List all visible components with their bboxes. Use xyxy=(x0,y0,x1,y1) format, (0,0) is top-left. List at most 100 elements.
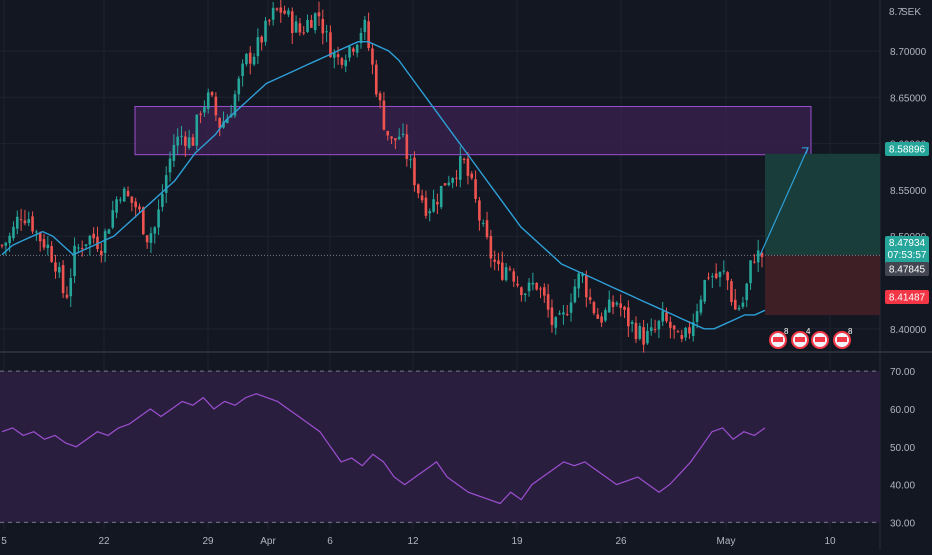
candle-body xyxy=(115,199,118,213)
candle-body xyxy=(340,58,344,65)
svg-text:8.58896: 8.58896 xyxy=(889,145,926,156)
candle-body xyxy=(676,331,680,333)
projection-arrow-line xyxy=(759,147,809,256)
candle-body xyxy=(619,303,622,308)
candle-body xyxy=(638,326,642,339)
candle-body xyxy=(573,286,577,303)
candle-body xyxy=(283,10,286,14)
candle-body xyxy=(264,20,267,42)
candle-body xyxy=(730,281,733,302)
candle-body xyxy=(665,312,668,322)
candle-body xyxy=(607,299,611,313)
event-badges: 8 4 8 xyxy=(769,327,853,349)
x-tick-label: 19 xyxy=(511,536,523,547)
candle-body xyxy=(119,199,122,201)
candle-body xyxy=(103,231,107,253)
candle-body xyxy=(382,100,386,130)
candle-body xyxy=(669,321,672,328)
candle-body xyxy=(77,247,80,249)
candle-body xyxy=(310,20,313,28)
candle-body xyxy=(38,232,42,242)
candle-body xyxy=(42,239,46,248)
rsi-tick-label: 50.00 xyxy=(890,443,915,454)
candle-body xyxy=(203,107,206,113)
y-tick-label: 8.65000 xyxy=(890,93,927,104)
candle-body xyxy=(195,114,199,146)
rsi-band xyxy=(0,371,880,523)
candle-body xyxy=(157,209,160,228)
candle-body xyxy=(96,236,99,249)
candle-body xyxy=(466,158,470,176)
candle-body xyxy=(508,268,512,270)
candle-body xyxy=(680,335,684,339)
last-price-tag[interactable]: 8.47934 07:53:57 xyxy=(885,236,929,264)
candle-body xyxy=(420,195,424,201)
candle-body xyxy=(88,235,92,245)
rsi-panel xyxy=(0,370,880,523)
prev-close-tag[interactable]: 8.47845 xyxy=(885,262,929,276)
candle-body xyxy=(19,219,23,221)
y-tick-label: 8.55000 xyxy=(890,186,927,197)
candle-body xyxy=(65,294,69,298)
candle-body xyxy=(73,245,76,277)
event-badge-flag xyxy=(795,337,805,342)
candle-body xyxy=(54,262,57,272)
candle-body xyxy=(313,13,317,31)
candle-body xyxy=(691,322,695,337)
x-tick-label: 5 xyxy=(1,536,7,547)
candle-body xyxy=(359,32,363,44)
candle-body xyxy=(741,302,745,307)
candle-body xyxy=(371,48,374,65)
candle-body xyxy=(714,273,718,279)
target-price-tag[interactable]: 8.58896 xyxy=(885,142,929,156)
candle-body xyxy=(260,36,263,43)
candle-body xyxy=(397,136,401,140)
candle-body xyxy=(722,270,726,272)
candle-body xyxy=(306,19,309,32)
moving-average-line xyxy=(1,41,766,330)
candle-body xyxy=(317,12,321,17)
candle-body xyxy=(252,56,256,65)
supply-zone-rectangle xyxy=(134,106,812,156)
candle-body xyxy=(726,272,729,281)
profit-target-area xyxy=(765,153,880,256)
candle-body xyxy=(516,283,519,286)
candle-body xyxy=(298,23,302,33)
rsi-tick-label: 70.00 xyxy=(890,367,915,378)
candle-body xyxy=(180,135,183,137)
candle-body xyxy=(439,185,443,208)
candle-body xyxy=(596,314,600,319)
candle-body xyxy=(126,190,130,196)
candle-body xyxy=(92,233,95,239)
event-badge-count: 8 xyxy=(784,327,789,336)
candle-body xyxy=(703,280,707,302)
candle-body xyxy=(416,184,420,194)
x-tick-label: 22 xyxy=(98,536,110,547)
event-badge-flag xyxy=(773,337,783,342)
candle-body xyxy=(355,44,359,53)
candle-body xyxy=(489,236,493,259)
candle-body xyxy=(145,235,149,243)
stop-price-tag[interactable]: 8.41487 xyxy=(885,290,929,304)
candle-body xyxy=(760,252,764,258)
candle-body xyxy=(142,207,145,235)
candle-body xyxy=(604,309,607,321)
candle-body xyxy=(176,136,179,146)
candle-body xyxy=(199,113,202,115)
candle-body xyxy=(470,173,474,179)
candle-body xyxy=(458,156,462,180)
svg-text:8.47845: 8.47845 xyxy=(889,265,926,276)
candle-body xyxy=(352,48,355,52)
candle-body xyxy=(363,19,367,32)
candle-body xyxy=(661,311,665,322)
moving-average-layer xyxy=(1,41,766,330)
candle-body xyxy=(256,37,260,57)
candle-body xyxy=(374,64,378,95)
candle-body xyxy=(321,19,325,34)
candle-body xyxy=(554,317,558,328)
candle-body xyxy=(46,244,50,249)
y-tick-label: 8.40000 xyxy=(890,325,927,336)
svg-text:8.41487: 8.41487 xyxy=(889,293,926,304)
